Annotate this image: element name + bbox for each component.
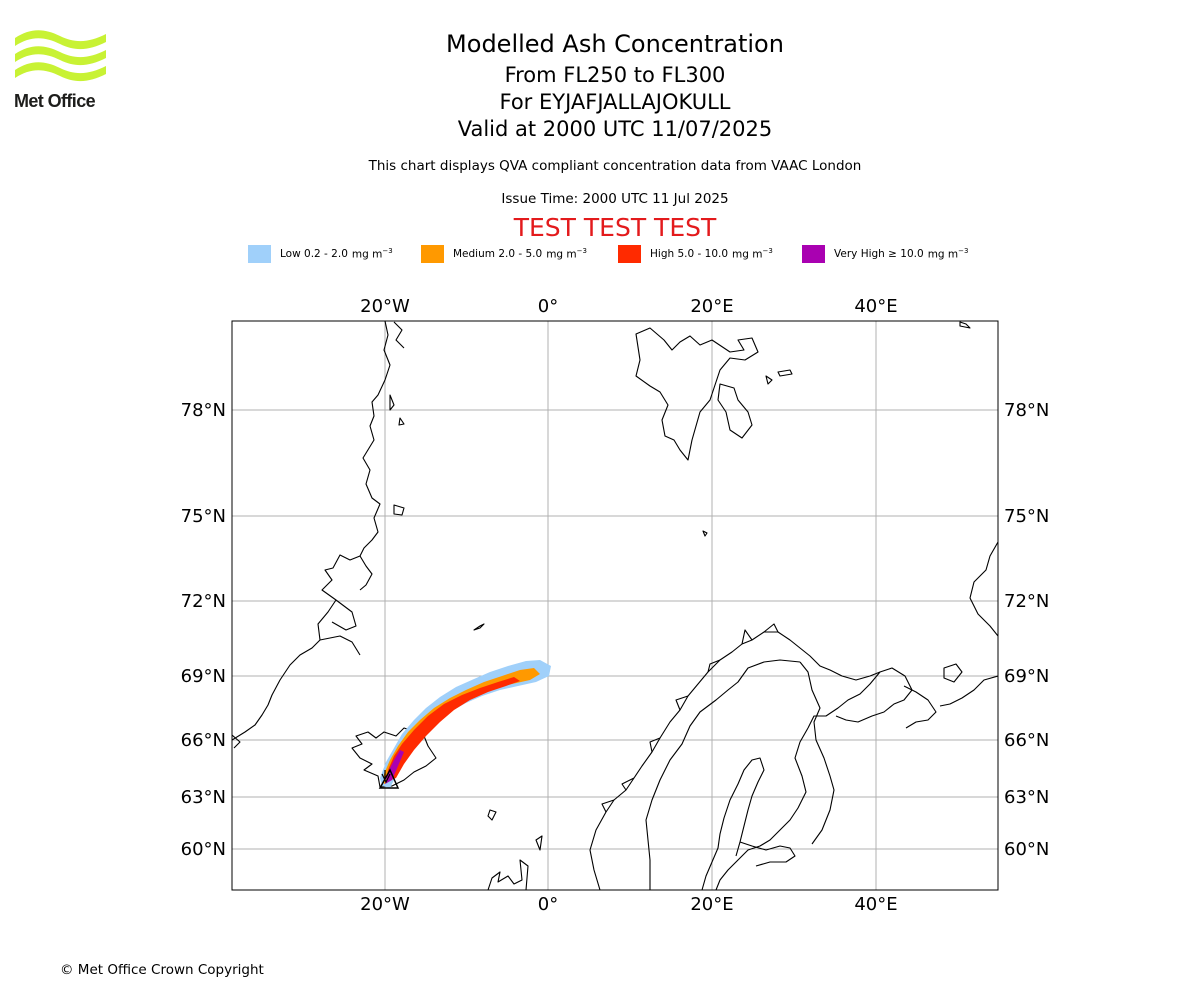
lon-label-top-40e: 40°E	[854, 296, 897, 317]
legend-unit-low: mg m−3	[351, 247, 393, 261]
lat-label-left-69n: 69°N	[181, 666, 226, 687]
legend-item-high: High 5.0 - 10.0 mg m−3	[618, 244, 773, 264]
coast-novaya-zemlya	[969, 541, 998, 637]
coast-greenland-fjords	[319, 321, 405, 656]
issue-time: Issue Time: 2000 UTC 11 Jul 2025	[501, 191, 729, 207]
legend-item-low: Low 0.2 - 2.0 mg m−3	[248, 244, 393, 264]
lon-label-top-20e: 20°E	[690, 296, 733, 317]
legend-unit-medium: mg m−3	[546, 247, 587, 261]
ash-area-high	[386, 677, 520, 782]
legend-unit-very-high: mg m−3	[927, 247, 969, 261]
coast-kolguev	[943, 663, 963, 683]
coast-norway-fjords	[601, 623, 779, 813]
lon-label-bottom-0: 0°	[538, 894, 558, 915]
coast-iceland	[351, 727, 437, 788]
coast-greenland-south	[232, 734, 241, 749]
legend-label-very-high: Very High ≥ 10.0	[834, 248, 924, 260]
coast-norway	[589, 631, 881, 890]
legend-label-low: Low 0.2 - 2.0	[280, 248, 348, 260]
coast-shetland	[535, 835, 543, 851]
flight-levels: From FL250 to FL300	[504, 63, 726, 87]
coastlines	[232, 321, 998, 890]
legend-item-medium: Medium 2.0 - 5.0 mg m−3	[421, 244, 587, 264]
met-office-waves-icon	[15, 30, 106, 82]
coast-kola	[835, 667, 913, 723]
volcano-name: For EYJAFJALLAJOKULL	[499, 90, 731, 114]
lat-labels-right: 78°N 75°N 72°N 69°N 66°N 63°N 60°N	[1004, 400, 1049, 860]
coast-greenland	[232, 321, 391, 741]
coast-white-sea	[903, 685, 937, 729]
lat-label-left-78n: 78°N	[181, 400, 226, 421]
coast-svalbard	[635, 327, 759, 461]
copyright: © Met Office Crown Copyright	[60, 962, 264, 978]
coast-svalbard-east	[717, 383, 753, 439]
ash-area-medium	[384, 668, 540, 784]
map-frame	[231, 320, 999, 891]
lat-label-right-72n: 72°N	[1004, 591, 1049, 612]
ash-plume	[380, 660, 551, 788]
lat-labels-left: 78°N 75°N 72°N 69°N 66°N 63°N 60°N	[181, 400, 226, 860]
lat-label-right-60n: 60°N	[1004, 839, 1049, 860]
lon-label-top-0: 0°	[538, 296, 558, 317]
volcano-triangle-icon	[378, 768, 400, 789]
lat-label-left-72n: 72°N	[181, 591, 226, 612]
lon-label-bottom-40e: 40°E	[854, 894, 897, 915]
lon-label-top-20w: 20°W	[360, 296, 410, 317]
lon-labels-top: 20°W 0° 20°E 40°E	[360, 296, 897, 317]
lat-label-right-66n: 66°N	[1004, 730, 1049, 751]
graticule	[232, 321, 998, 890]
coast-russia-north	[939, 675, 998, 707]
legend-swatch-low	[248, 245, 271, 263]
chart-title: Modelled Ash Concentration	[446, 30, 784, 58]
lat-label-left-63n: 63°N	[181, 787, 226, 808]
lat-label-left-60n: 60°N	[181, 839, 226, 860]
coast-britain	[487, 859, 529, 890]
legend-swatch-very-high	[802, 245, 825, 263]
test-banner: TEST TEST TEST	[513, 213, 717, 242]
legend-unit-high: mg m−3	[732, 247, 773, 261]
lat-label-right-63n: 63°N	[1004, 787, 1049, 808]
border-scandinavia	[645, 659, 801, 890]
coast-franz-josef	[959, 321, 971, 329]
coast-baltic	[715, 727, 809, 890]
lat-label-right-78n: 78°N	[1004, 400, 1049, 421]
coast-island-a	[389, 394, 395, 411]
legend-item-very-high: Very High ≥ 10.0 mg m−3	[802, 244, 968, 264]
legend-swatch-medium	[421, 245, 444, 263]
coast-island-c	[393, 504, 405, 516]
valid-time: Valid at 2000 UTC 11/07/2025	[457, 117, 773, 141]
legend-swatch-high	[618, 245, 641, 263]
coast-faroes	[487, 809, 497, 821]
met-office-logo: Met Office	[14, 30, 108, 114]
border-finland-russia	[799, 661, 835, 845]
coast-jan-mayen	[473, 623, 485, 631]
coast-finland-south	[739, 841, 796, 867]
legend-label-high: High 5.0 - 10.0	[650, 248, 729, 260]
coast-kong-karls-land	[765, 375, 773, 385]
coast-gulf-of-bothnia	[701, 757, 765, 890]
subtitle: This chart displays QVA compliant concen…	[368, 158, 862, 174]
lon-label-bottom-20e: 20°E	[690, 894, 733, 915]
lat-label-left-75n: 75°N	[181, 506, 226, 527]
lat-label-left-66n: 66°N	[181, 730, 226, 751]
lon-labels-bottom: 20°W 0° 20°E 40°E	[360, 894, 897, 915]
coast-kvitoya	[777, 369, 793, 377]
lon-label-bottom-20w: 20°W	[360, 894, 410, 915]
legend: Low 0.2 - 2.0 mg m−3 Medium 2.0 - 5.0 mg…	[0, 244, 1200, 264]
legend-label-medium: Medium 2.0 - 5.0	[453, 248, 543, 260]
coast-island-b	[398, 417, 405, 426]
logo-wordmark: Met Office	[14, 91, 96, 111]
lat-label-right-69n: 69°N	[1004, 666, 1049, 687]
coast-bear-island	[702, 530, 708, 537]
lat-label-right-75n: 75°N	[1004, 506, 1049, 527]
